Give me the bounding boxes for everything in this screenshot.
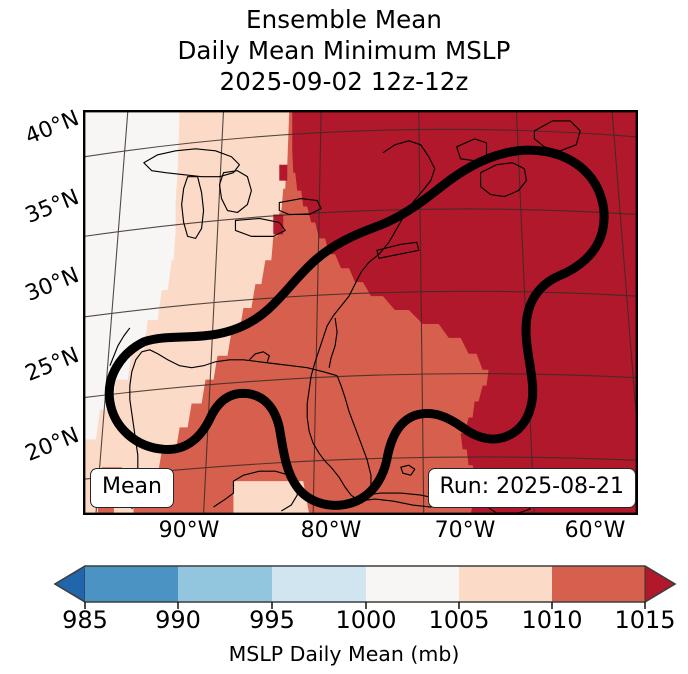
highlight-contour — [104, 145, 609, 510]
colorbar-tick-1005: 1005 — [428, 606, 490, 634]
colorbar-ticks — [84, 602, 646, 609]
parallel-25N — [84, 373, 637, 399]
florida-peninsula — [330, 375, 372, 502]
title-line-3: 2025-09-02 12z-12z — [219, 67, 469, 96]
map-plot-area — [83, 110, 638, 515]
map-canvas — [84, 111, 637, 514]
parallel-35N — [84, 208, 637, 237]
colorbar-tick-990: 990 — [155, 606, 201, 634]
band-over-1015 — [292, 111, 637, 514]
lake-erie — [234, 217, 286, 237]
mexico-east-coast — [109, 327, 131, 366]
band-over-1015-notch — [279, 164, 288, 181]
colorbar-tick-1010: 1010 — [521, 606, 583, 634]
title-line-2: Daily Mean Minimum MSLP — [177, 36, 511, 65]
parallel-40N — [84, 128, 637, 158]
colorbar: 985 990 995 1000 1005 1010 1015 MSLP Dai… — [0, 556, 688, 674]
band-over-1015-notch2 — [273, 214, 284, 235]
newfoundland — [533, 120, 581, 152]
colorbar-band-995-1000 — [272, 566, 366, 602]
meridian-80W — [418, 111, 425, 514]
lon-tick-70W: 70°W — [434, 518, 496, 543]
atlantic-coast — [306, 140, 436, 468]
bahamas — [400, 464, 416, 476]
title-line-1: Ensemble Mean — [246, 5, 442, 34]
annotation-run: Run: 2025-08-21 — [427, 468, 636, 508]
lon-tick-80W: 80°W — [300, 518, 362, 543]
lake-michigan — [181, 176, 205, 239]
lat-tick-30N: 30°N — [21, 262, 83, 307]
colorbar-tick-985: 985 — [62, 606, 108, 634]
colorbar-band-990-995 — [178, 566, 272, 602]
chesapeake-bay — [328, 317, 338, 368]
meridian-90W — [203, 111, 225, 514]
long-island — [376, 241, 420, 259]
lat-tick-25N: 25°N — [21, 342, 83, 387]
lake-huron — [218, 170, 252, 214]
annotation-mean: Mean — [90, 468, 174, 508]
central-america — [213, 481, 235, 508]
nova-scotia — [479, 162, 527, 198]
meridian-85W — [312, 111, 322, 514]
colorbar-band-1000-1005 — [366, 566, 459, 602]
colorbar-axis-title: MSLP Daily Mean (mb) — [228, 642, 460, 666]
coastlines — [109, 120, 581, 514]
colorbar-tick-1015: 1015 — [614, 606, 676, 634]
colorbar-over-arrow — [644, 565, 676, 603]
lat-tick-40N: 40°N — [21, 105, 83, 150]
lat-tick-35N: 35°N — [21, 184, 83, 229]
meridian-70W — [611, 111, 637, 433]
lake-ontario — [278, 197, 322, 216]
lake-superior — [143, 148, 241, 178]
colorbar-tick-995: 995 — [249, 606, 295, 634]
colorbar-band-1010-1015 — [552, 566, 645, 602]
lon-tick-90W: 90°W — [158, 518, 220, 543]
figure-title: Ensemble Mean Daily Mean Minimum MSLP 20… — [0, 4, 688, 97]
lon-tick-60W: 60°W — [564, 518, 626, 543]
colorbar-canvas — [53, 565, 677, 609]
colorbar-band-985-990 — [85, 566, 178, 602]
gulf-coast — [129, 349, 338, 510]
colorbar-band-1005-1010 — [459, 566, 552, 602]
lat-tick-20N: 20°N — [21, 422, 83, 467]
meridian-95W — [95, 111, 129, 514]
colorbar-tick-1000: 1000 — [335, 606, 397, 634]
parallel-30N — [84, 290, 637, 318]
colorbar-under-arrow — [54, 565, 86, 603]
map-border — [84, 111, 637, 514]
mississippi-delta — [248, 351, 270, 362]
